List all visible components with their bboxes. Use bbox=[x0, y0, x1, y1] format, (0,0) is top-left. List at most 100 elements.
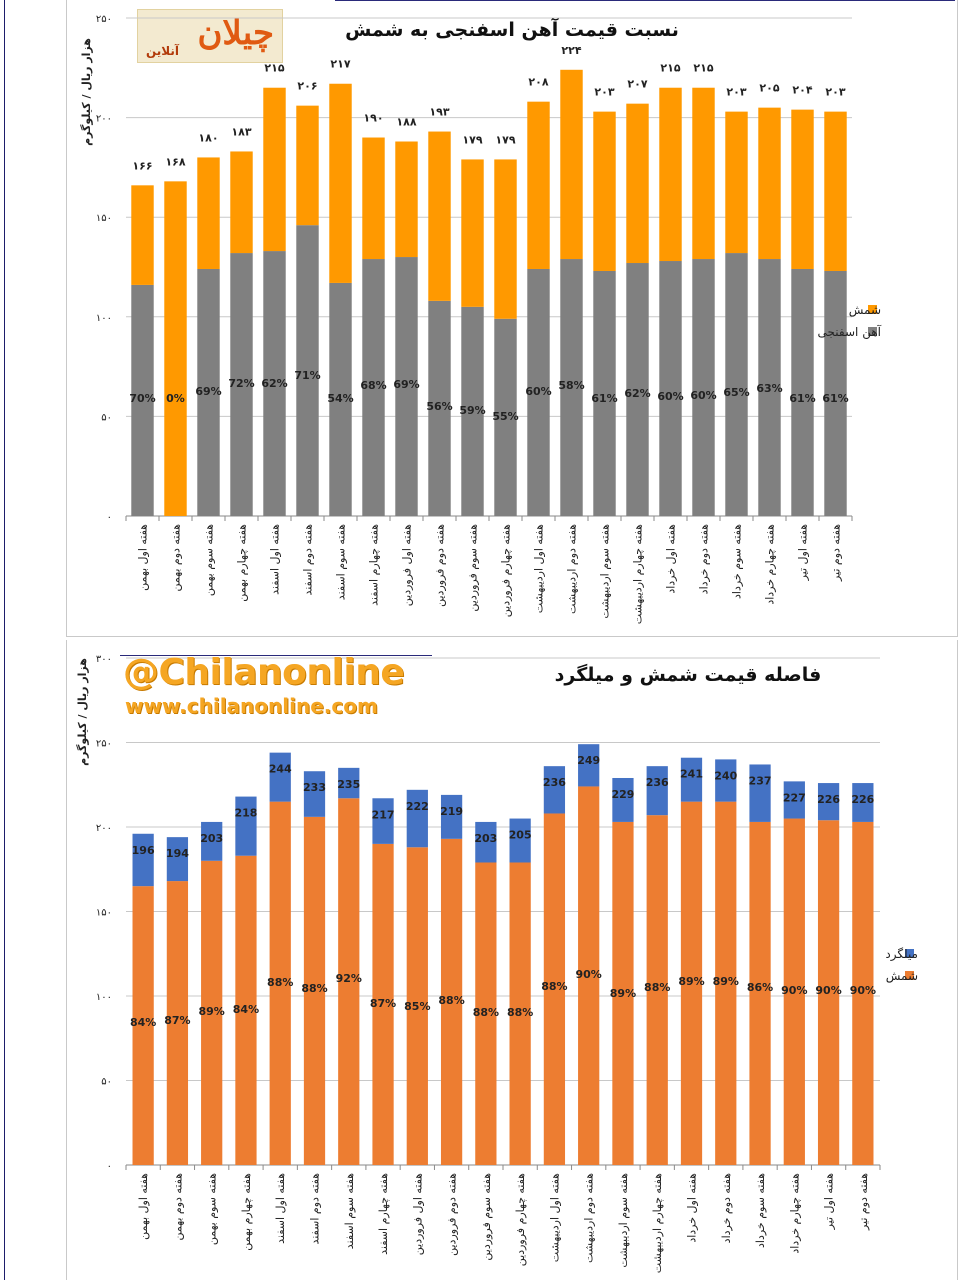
y-tick-label: ۲۵۰ bbox=[96, 739, 112, 750]
bar-total-label: ۲۰۵ bbox=[759, 82, 779, 95]
x-category-label: هفته اول فروردین bbox=[411, 1173, 424, 1255]
bar-segment-bottom bbox=[852, 821, 874, 1165]
bar-total-label: 219 bbox=[440, 805, 463, 818]
x-category-label: هفته دوم تیر bbox=[830, 524, 843, 582]
bar-ratio-label: 59% bbox=[459, 404, 485, 417]
x-category-label: هفته چهارم اردیبهشت bbox=[651, 1173, 664, 1273]
chart-title: فاصله قیمت شمش و میلگرد bbox=[555, 663, 822, 686]
bar-total-label: ۲۰۴ bbox=[792, 84, 812, 97]
bar-segment-bottom bbox=[230, 253, 253, 516]
bar-total-label: ۱۸۸ bbox=[396, 116, 416, 129]
bar-segment-bottom bbox=[372, 843, 394, 1165]
bar-segment-top bbox=[527, 101, 550, 269]
y-tick-label: ۱۰۰ bbox=[96, 992, 112, 1003]
bar-segment-top bbox=[560, 69, 583, 260]
bar-ratio-label: 88% bbox=[301, 982, 327, 995]
x-category-label: هفته سوم بهمن bbox=[206, 1173, 219, 1245]
bar-segment-top bbox=[201, 821, 223, 861]
x-category-label: هفته اول فروردین bbox=[401, 524, 414, 606]
bar-total-label: ۲۲۴ bbox=[561, 44, 581, 57]
x-category-label: هفته دوم اسفند bbox=[302, 524, 315, 596]
bar-total-label: 229 bbox=[611, 788, 634, 801]
bar-segment-top bbox=[197, 157, 220, 269]
bar-ratio-label: 69% bbox=[195, 385, 221, 398]
bar-ratio-label: 72% bbox=[228, 377, 254, 390]
bar-segment-bottom bbox=[527, 268, 550, 516]
bar-ratio-label: 0% bbox=[166, 392, 185, 405]
bar-ratio-label: 61% bbox=[789, 392, 815, 405]
bar-total-label: ۲۱۵ bbox=[660, 62, 680, 75]
y-axis-label: هزار ریال / کیلوگرم bbox=[76, 658, 89, 766]
bar-segment-bottom bbox=[659, 261, 682, 516]
bar-total-label: 203 bbox=[474, 832, 497, 845]
x-category-label: هفته چهارم اسفند bbox=[368, 524, 381, 606]
x-category-label: هفته دوم اردیبهشت bbox=[583, 1173, 596, 1263]
x-category-label: هفته دوم خرداد bbox=[698, 524, 711, 595]
x-category-label: هفته چهارم بهمن bbox=[236, 524, 249, 602]
bar-ratio-label: 60% bbox=[657, 390, 683, 403]
bar-segment-top bbox=[372, 798, 394, 844]
bar-segment-bottom bbox=[461, 306, 484, 516]
x-category-label: هفته دوم اردیبهشت bbox=[566, 524, 579, 614]
x-category-label: هفته دوم فروردین bbox=[446, 1173, 459, 1256]
bar-ratio-label: 71% bbox=[294, 369, 320, 382]
x-category-label: هفته اول خرداد bbox=[665, 524, 678, 594]
bar-total-label: 240 bbox=[714, 769, 737, 782]
bar-segment-bottom bbox=[817, 820, 840, 1165]
bar-total-label: ۲۱۷ bbox=[330, 58, 350, 71]
bar-segment-bottom bbox=[494, 318, 517, 516]
bar-total-label: ۱۷۹ bbox=[462, 133, 482, 146]
bar-ratio-label: 62% bbox=[261, 377, 287, 390]
bar-ratio-label: 90% bbox=[850, 984, 876, 997]
bar-total-label: 241 bbox=[680, 768, 703, 781]
bar-segment-top bbox=[338, 767, 360, 799]
bar-total-label: ۱۹۳ bbox=[429, 106, 449, 119]
x-category-label: هفته دوم خرداد bbox=[720, 1173, 733, 1244]
x-category-label: هفته اول بهمن bbox=[137, 524, 150, 591]
bar-total-label: 237 bbox=[749, 774, 772, 787]
bar-segment-top bbox=[296, 105, 319, 226]
bar-ratio-label: 61% bbox=[822, 392, 848, 405]
bar-total-label: ۱۸۰ bbox=[198, 131, 218, 144]
x-category-label: هفته چهارم فروردین bbox=[514, 1173, 527, 1266]
bar-segment-bottom bbox=[338, 798, 360, 1165]
bar-ratio-label: 60% bbox=[690, 389, 716, 402]
bar-segment-top bbox=[659, 87, 682, 262]
y-tick-label: ۲۵۰ bbox=[96, 14, 112, 25]
bar-ratio-label: 84% bbox=[130, 1016, 156, 1029]
bar-ratio-label: 89% bbox=[199, 1005, 225, 1018]
y-tick-label: ۵۰ bbox=[101, 412, 112, 423]
bar-ratio-label: 90% bbox=[781, 984, 807, 997]
bar-total-label: 217 bbox=[372, 808, 395, 821]
x-category-label: هفته سوم فروردین bbox=[480, 1173, 493, 1261]
chart1-top-rule bbox=[335, 0, 955, 1]
bar-segment-top bbox=[263, 87, 286, 252]
bar-total-label: 203 bbox=[200, 832, 223, 845]
bar-ratio-label: 88% bbox=[541, 980, 567, 993]
x-category-label: هفته چهارم اردیبهشت bbox=[632, 524, 645, 624]
legend-label: شمش bbox=[886, 969, 918, 984]
legend-label: آهن اسفنجی bbox=[818, 324, 882, 340]
y-tick-label: ۰ bbox=[107, 1161, 112, 1172]
x-category-label: هفته دوم تیر bbox=[857, 1173, 870, 1231]
x-category-label: هفته اول اردیبهشت bbox=[548, 1173, 561, 1262]
bar-segment-bottom bbox=[132, 886, 154, 1165]
bar-segment-top bbox=[509, 818, 531, 863]
bar-total-label: ۲۰۳ bbox=[825, 86, 845, 99]
bar-segment-top bbox=[269, 752, 291, 802]
bar-total-label: 249 bbox=[577, 754, 600, 767]
bar-segment-bottom bbox=[578, 786, 600, 1165]
bar-ratio-label: 60% bbox=[525, 385, 551, 398]
bar-segment-top bbox=[646, 766, 668, 816]
x-category-label: هفته دوم بهمن bbox=[171, 1173, 184, 1241]
x-category-label: هفته چهارم بهمن bbox=[240, 1173, 253, 1251]
chart-sponge-iron-billet-ratio: ۰ ۵۰ ۱۰۰ ۱۵۰ ۲۰۰ ۲۵۰ هزار ریال / کیلوگرم نسبت ق… bbox=[80, 14, 882, 624]
bar-segment-bottom bbox=[791, 268, 814, 516]
x-category-label: هفته سوم اسفند bbox=[335, 524, 348, 600]
bar-segment-top bbox=[791, 109, 814, 269]
bar-segment-top bbox=[612, 777, 634, 822]
bar-total-label: ۲۰۶ bbox=[297, 80, 317, 93]
bar-segment-bottom bbox=[783, 818, 805, 1165]
x-category-label: هفته چهارم فروردین bbox=[500, 524, 513, 617]
